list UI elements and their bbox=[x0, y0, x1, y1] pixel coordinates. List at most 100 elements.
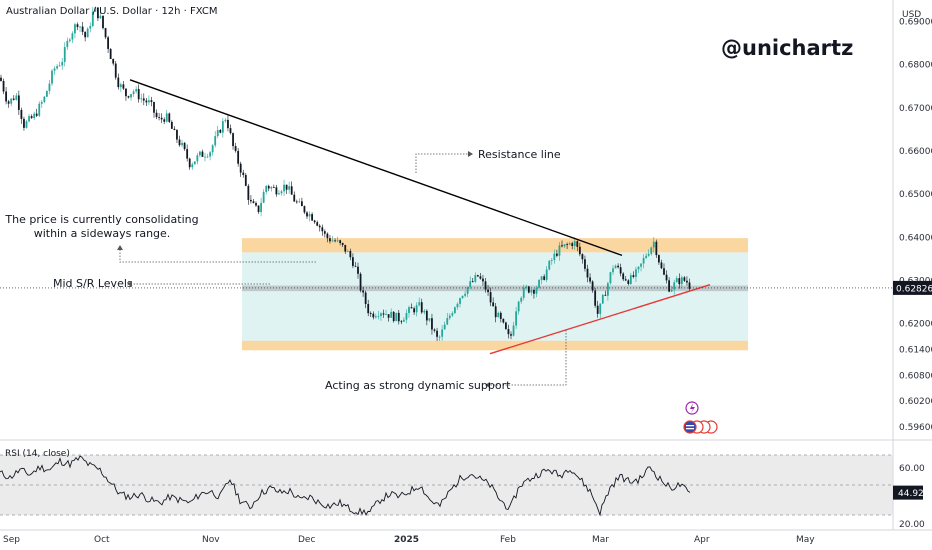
candle-body bbox=[5, 91, 7, 102]
candle-body bbox=[418, 302, 421, 306]
resistance-line[interactable] bbox=[129, 79, 623, 257]
candle-body bbox=[311, 214, 313, 221]
candle-body bbox=[576, 241, 579, 247]
candle-body bbox=[318, 225, 321, 228]
candle-body bbox=[510, 334, 512, 336]
consolidation-line1: The price is currently consolidating bbox=[4, 213, 198, 226]
rsi-tick-20: 20.00 bbox=[899, 520, 925, 530]
candle-body bbox=[181, 142, 183, 146]
candle-body bbox=[0, 77, 2, 81]
candle-body bbox=[329, 238, 331, 242]
price-pane[interactable] bbox=[0, 0, 893, 440]
candle-body bbox=[362, 290, 364, 293]
candle-body bbox=[474, 275, 477, 282]
us-flag-icon[interactable] bbox=[683, 420, 697, 434]
candle-body bbox=[84, 31, 87, 38]
candle-body bbox=[234, 146, 237, 151]
candle-body bbox=[10, 98, 13, 104]
candle-body bbox=[267, 185, 270, 189]
candle-body bbox=[377, 315, 380, 317]
candle-body bbox=[520, 297, 523, 302]
candle-body bbox=[66, 40, 69, 48]
candle-body bbox=[505, 322, 507, 330]
annotation-consolidation: The price is currently consolidating wit… bbox=[4, 213, 316, 263]
candle-body bbox=[665, 274, 668, 281]
candle-body bbox=[487, 289, 489, 293]
candle-body bbox=[158, 117, 160, 118]
candle-body bbox=[201, 151, 204, 157]
candle-body bbox=[137, 89, 140, 100]
candle-body bbox=[232, 133, 234, 147]
symbol-title: Australian Dollar / U.S. Dollar · 12h · … bbox=[6, 6, 218, 17]
candle-body bbox=[387, 314, 390, 318]
candle-body bbox=[591, 281, 594, 291]
candle-body bbox=[107, 37, 109, 49]
event-icons[interactable] bbox=[683, 401, 718, 434]
candle-body bbox=[538, 280, 540, 288]
candle-body bbox=[673, 282, 676, 290]
candle-body bbox=[663, 268, 665, 275]
time-label-mar: Mar bbox=[592, 535, 609, 545]
range-zone bbox=[242, 252, 748, 341]
candle-body bbox=[303, 206, 306, 213]
candle-body bbox=[160, 117, 163, 120]
candle-body bbox=[527, 286, 530, 293]
candle-body bbox=[530, 289, 533, 293]
candle-body bbox=[53, 68, 56, 71]
time-label-2025: 2025 bbox=[394, 535, 419, 545]
candle-body bbox=[489, 292, 492, 303]
candle-body bbox=[15, 95, 18, 100]
dynamic-support-label: Acting as strong dynamic support bbox=[325, 379, 511, 392]
candle-body bbox=[76, 24, 79, 28]
candle-body bbox=[119, 84, 122, 88]
candle-body bbox=[484, 281, 487, 290]
candle-body bbox=[573, 241, 576, 246]
candle-body bbox=[512, 325, 515, 336]
candle-body bbox=[242, 172, 245, 175]
candle-body bbox=[650, 247, 653, 254]
candle-body bbox=[466, 287, 469, 294]
annotation-resistance: Resistance line bbox=[415, 148, 561, 173]
sr-zones bbox=[242, 238, 748, 351]
candle-body bbox=[341, 242, 344, 245]
candle-body bbox=[571, 243, 574, 246]
candle-body bbox=[359, 273, 362, 291]
time-label-apr: Apr bbox=[694, 535, 710, 545]
candle-body bbox=[285, 184, 288, 190]
resistance-label: Resistance line bbox=[478, 148, 561, 161]
support-line[interactable] bbox=[489, 284, 711, 355]
candle-body bbox=[109, 48, 112, 59]
candle-body bbox=[390, 311, 393, 318]
candle-body bbox=[482, 278, 484, 282]
candle-body bbox=[40, 102, 43, 104]
upper-zone bbox=[242, 238, 748, 253]
candle-body bbox=[471, 281, 474, 283]
time-axis[interactable]: Sep Oct Nov Dec 2025 Feb Mar Apr May bbox=[3, 535, 815, 545]
rsi-value-tag: 44.92 bbox=[893, 485, 924, 500]
candle-body bbox=[280, 191, 283, 194]
candle-body bbox=[17, 95, 20, 110]
candle-body bbox=[535, 287, 538, 294]
candle-body bbox=[114, 63, 117, 78]
candle-body bbox=[494, 306, 497, 318]
candle-body bbox=[288, 186, 291, 190]
candle-body bbox=[548, 260, 551, 270]
candle-body bbox=[515, 311, 517, 326]
candle-body bbox=[566, 244, 568, 246]
lower-zone bbox=[242, 340, 748, 351]
candle-body bbox=[336, 240, 339, 242]
candle-body bbox=[655, 241, 658, 256]
candle-body bbox=[255, 203, 257, 206]
candle-body bbox=[451, 313, 454, 316]
candle-body bbox=[344, 244, 347, 252]
candle-body bbox=[392, 311, 395, 322]
candle-body bbox=[209, 152, 211, 157]
time-label-may: May bbox=[796, 535, 815, 545]
candle-body bbox=[117, 77, 120, 88]
candle-body bbox=[150, 100, 153, 103]
candle-body bbox=[104, 28, 107, 38]
